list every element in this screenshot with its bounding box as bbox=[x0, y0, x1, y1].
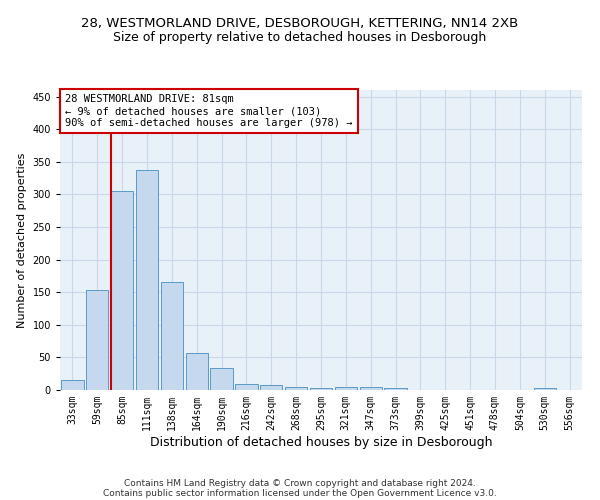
Bar bbox=[111, 191, 133, 390]
Y-axis label: Number of detached properties: Number of detached properties bbox=[17, 152, 27, 328]
Bar bbox=[136, 170, 158, 390]
Bar bbox=[310, 388, 332, 390]
Bar bbox=[533, 388, 556, 390]
Bar bbox=[86, 290, 109, 390]
Bar bbox=[211, 368, 233, 390]
Bar bbox=[335, 386, 357, 390]
Bar bbox=[260, 386, 283, 390]
Bar bbox=[385, 388, 407, 390]
Text: 28 WESTMORLAND DRIVE: 81sqm
← 9% of detached houses are smaller (103)
90% of sem: 28 WESTMORLAND DRIVE: 81sqm ← 9% of deta… bbox=[65, 94, 353, 128]
Bar bbox=[285, 386, 307, 390]
Bar bbox=[359, 386, 382, 390]
Bar bbox=[61, 380, 83, 390]
Bar bbox=[235, 384, 257, 390]
X-axis label: Distribution of detached houses by size in Desborough: Distribution of detached houses by size … bbox=[150, 436, 492, 448]
Text: Contains HM Land Registry data © Crown copyright and database right 2024.: Contains HM Land Registry data © Crown c… bbox=[124, 479, 476, 488]
Text: 28, WESTMORLAND DRIVE, DESBOROUGH, KETTERING, NN14 2XB: 28, WESTMORLAND DRIVE, DESBOROUGH, KETTE… bbox=[82, 18, 518, 30]
Text: Size of property relative to detached houses in Desborough: Size of property relative to detached ho… bbox=[113, 31, 487, 44]
Text: Contains public sector information licensed under the Open Government Licence v3: Contains public sector information licen… bbox=[103, 489, 497, 498]
Bar bbox=[161, 282, 183, 390]
Bar bbox=[185, 353, 208, 390]
